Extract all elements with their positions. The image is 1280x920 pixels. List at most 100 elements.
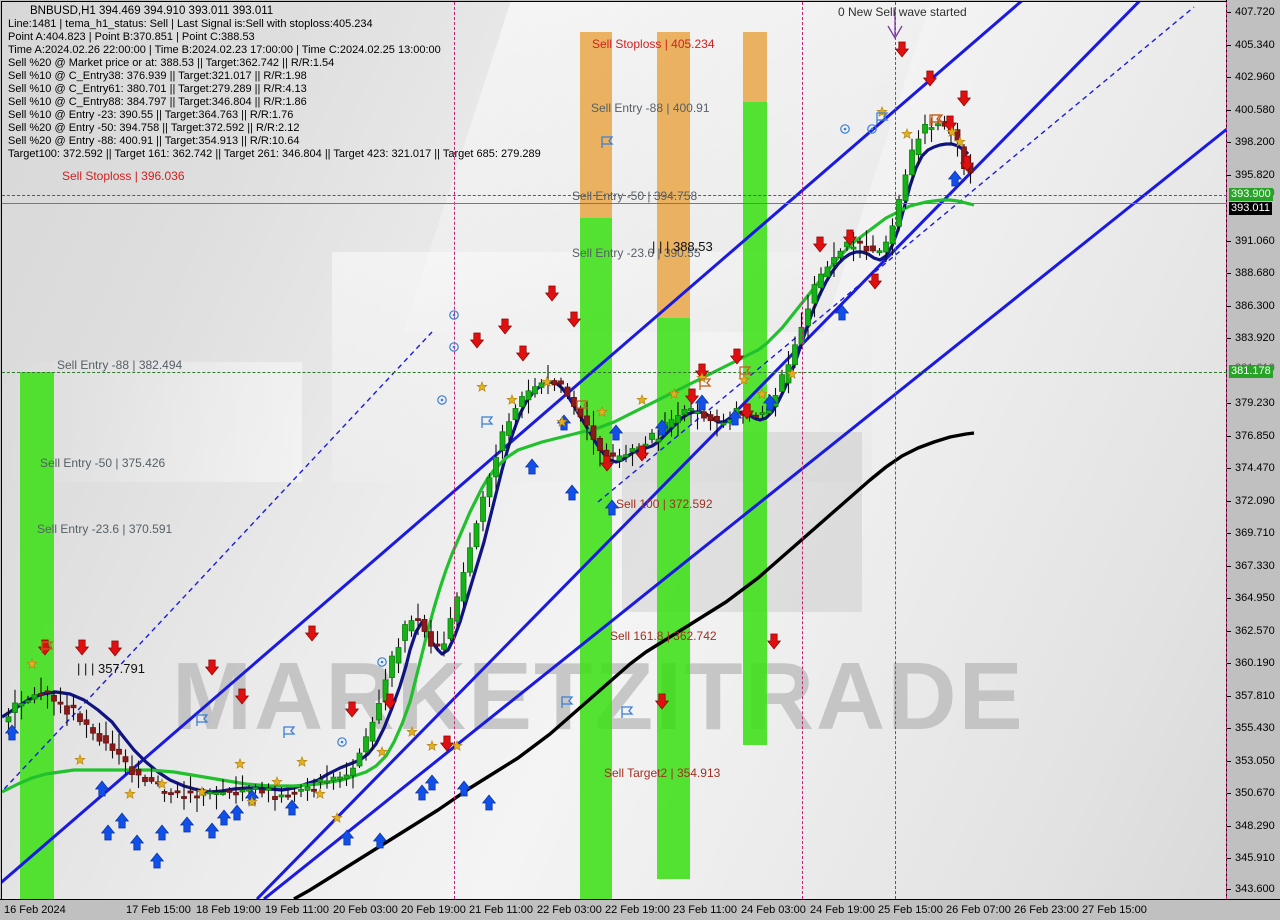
candle-body[interactable] (629, 448, 636, 453)
candle-body[interactable] (330, 776, 337, 782)
candle-body[interactable] (187, 790, 194, 794)
candle-body[interactable] (441, 643, 447, 650)
candle-body[interactable] (356, 752, 363, 767)
candle-body[interactable] (369, 721, 376, 742)
candle-body[interactable] (909, 149, 915, 176)
candle-body[interactable] (467, 547, 473, 573)
candle-body[interactable] (376, 702, 382, 721)
candle-body[interactable] (434, 643, 441, 647)
price-scale[interactable]: 407.720 405.340 402.960 400.580 398.200 395.8… (1226, 0, 1280, 899)
candle-body[interactable] (239, 789, 246, 793)
candle-body[interactable] (213, 792, 220, 795)
candle-body[interactable] (38, 693, 44, 696)
candle-body[interactable] (675, 415, 681, 424)
candle-body[interactable] (720, 422, 727, 426)
candle-body[interactable] (824, 266, 831, 278)
candle-body[interactable] (18, 703, 25, 707)
candle-body[interactable] (915, 138, 922, 156)
candle-body[interactable] (129, 766, 135, 775)
time-scale[interactable]: 16 Feb 2024 17 Feb 15:00 18 Feb 19:00 19 Fe… (0, 899, 1280, 920)
candle-body[interactable] (252, 787, 259, 790)
last-price-tag[interactable]: 393.011 (1229, 202, 1272, 215)
candle-body[interactable] (668, 419, 675, 428)
level-tag-green[interactable]: 381.178 (1229, 365, 1273, 378)
candle-body[interactable] (363, 736, 369, 753)
candle-body[interactable] (532, 386, 538, 395)
bid-tag-green[interactable]: 393.900 (1229, 188, 1273, 201)
candle-body[interactable] (935, 123, 941, 127)
candle-body[interactable] (226, 789, 233, 793)
candle-body[interactable] (51, 694, 57, 702)
candle-body[interactable] (623, 454, 629, 458)
candlestick-series[interactable] (2, 2, 1227, 899)
candle-body[interactable] (519, 396, 525, 407)
candle-body[interactable] (707, 414, 714, 422)
candle-body[interactable] (551, 380, 558, 386)
candle-body[interactable] (31, 694, 38, 700)
candle-body[interactable] (259, 789, 265, 794)
candle-body[interactable] (831, 257, 837, 265)
candle-body[interactable] (850, 246, 857, 250)
candle-body[interactable] (564, 386, 571, 397)
candle-body[interactable] (714, 415, 720, 422)
candle-body[interactable] (142, 776, 148, 783)
candle-body[interactable] (421, 619, 428, 632)
candle-body[interactable] (584, 415, 590, 426)
candle-body[interactable] (837, 250, 844, 258)
candle-body[interactable] (317, 779, 324, 783)
candle-body[interactable] (883, 241, 889, 253)
candle-body[interactable] (285, 794, 291, 798)
candle-body[interactable] (148, 777, 155, 782)
candle-body[interactable] (512, 408, 519, 421)
candle-body[interactable] (44, 690, 51, 694)
candle-body[interactable] (174, 790, 181, 794)
candle-body[interactable] (337, 776, 343, 780)
candle-body[interactable] (610, 452, 616, 457)
candle-body[interactable] (343, 774, 350, 780)
candle-body[interactable] (324, 780, 330, 784)
candle-body[interactable] (499, 431, 506, 451)
candle-body[interactable] (415, 618, 421, 622)
candle-body[interactable] (103, 735, 109, 744)
candle-body[interactable] (811, 284, 818, 304)
candle-body[interactable] (96, 733, 103, 742)
candle-body[interactable] (525, 390, 532, 401)
candle-body[interactable] (688, 408, 694, 411)
candle-body[interactable] (460, 572, 467, 602)
candle-body[interactable] (304, 786, 311, 791)
candle-body[interactable] (818, 273, 824, 289)
candle-body[interactable] (792, 344, 798, 366)
candle-body[interactable] (408, 620, 415, 632)
candle-body[interactable] (902, 174, 909, 201)
candle-body[interactable] (597, 437, 603, 452)
candle-body[interactable] (83, 719, 90, 725)
candle-body[interactable] (928, 127, 935, 130)
candle-body[interactable] (701, 411, 707, 419)
candle-body[interactable] (759, 412, 766, 415)
candle-body[interactable] (402, 624, 408, 641)
candle-body[interactable] (779, 374, 785, 392)
candle-body[interactable] (428, 631, 434, 647)
candle-body[interactable] (135, 768, 142, 776)
candle-body[interactable] (350, 767, 356, 776)
candle-body[interactable] (25, 700, 31, 703)
candle-body[interactable] (486, 477, 493, 498)
candle-body[interactable] (122, 756, 129, 763)
candle-body[interactable] (57, 701, 64, 705)
candle-body[interactable] (278, 794, 285, 798)
candle-body[interactable] (233, 791, 239, 796)
candle-body[interactable] (655, 438, 662, 443)
candle-body[interactable] (220, 792, 226, 795)
candle-body[interactable] (5, 716, 12, 723)
candle-body[interactable] (616, 455, 623, 461)
candle-body[interactable] (473, 523, 480, 548)
candle-body[interactable] (311, 788, 317, 792)
candle-body[interactable] (922, 123, 928, 134)
candle-body[interactable] (681, 409, 688, 415)
candle-body[interactable] (168, 792, 174, 796)
candle-body[interactable] (649, 432, 655, 440)
candle-body[interactable] (590, 425, 597, 440)
candle-body[interactable] (207, 791, 213, 795)
candle-body[interactable] (863, 245, 870, 252)
